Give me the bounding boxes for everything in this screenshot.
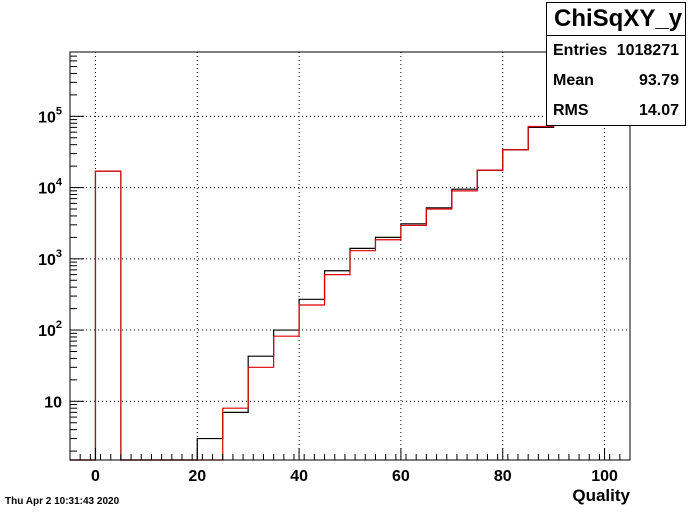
x-tick-label: 0 [91,468,100,485]
y-tick-label: 10 [44,394,62,411]
stats-box: ChiSqXY_y Entries 1018271 Mean 93.79 RMS… [546,2,686,126]
x-tick-label: 20 [188,468,206,485]
stats-row-entries: Entries 1018271 [547,36,685,66]
stats-label: RMS [553,102,589,119]
stats-label: Entries [553,42,608,59]
stats-row-rms: RMS 14.07 [547,96,685,126]
x-tick-label: 40 [290,468,308,485]
y-tick-label: 103 [38,248,62,269]
timestamp: Thu Apr 2 10:31:43 2020 [5,496,120,507]
y-tick-label: 102 [38,319,62,340]
stats-value: 14.07 [638,102,679,119]
axes: 0 20 40 60 80 100 10 102 103 104 105 [38,51,631,485]
stats-title: ChiSqXY_y [547,3,685,36]
stats-value: 93.79 [638,72,679,89]
y-tick-label: 105 [38,105,62,126]
y-tick-label: 104 [38,177,63,198]
x-tick-label: 80 [494,468,512,485]
x-tick-label: 60 [392,468,410,485]
x-tick-label: 100 [591,468,618,485]
stats-value: 1018271 [616,42,679,59]
stats-label: Mean [553,72,594,89]
stats-row-mean: Mean 93.79 [547,66,685,96]
x-axis-label: Quality [572,486,630,505]
plot-frame [69,51,631,461]
